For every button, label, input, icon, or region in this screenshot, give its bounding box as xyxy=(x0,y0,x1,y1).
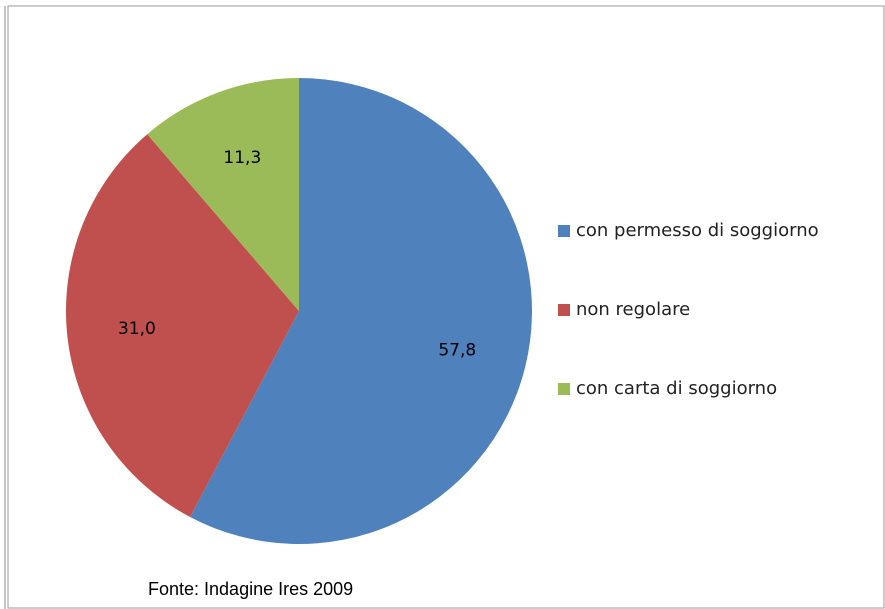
legend-swatch xyxy=(558,383,570,395)
legend-swatch xyxy=(558,304,570,316)
pie-slice xyxy=(190,78,532,544)
data-label: 57,8 xyxy=(438,340,476,360)
legend-label: con carta di soggiorno xyxy=(576,378,777,399)
legend-label: non regolare xyxy=(576,299,690,320)
legend-swatch xyxy=(558,225,570,237)
pie-slice xyxy=(147,78,299,311)
legend-label: con permesso di soggiorno xyxy=(576,220,819,241)
pie-slice xyxy=(65,134,299,517)
data-label: 11,3 xyxy=(223,148,261,168)
data-label: 31,0 xyxy=(118,319,156,339)
source-note: Fonte: Indagine Ires 2009 xyxy=(148,579,353,599)
